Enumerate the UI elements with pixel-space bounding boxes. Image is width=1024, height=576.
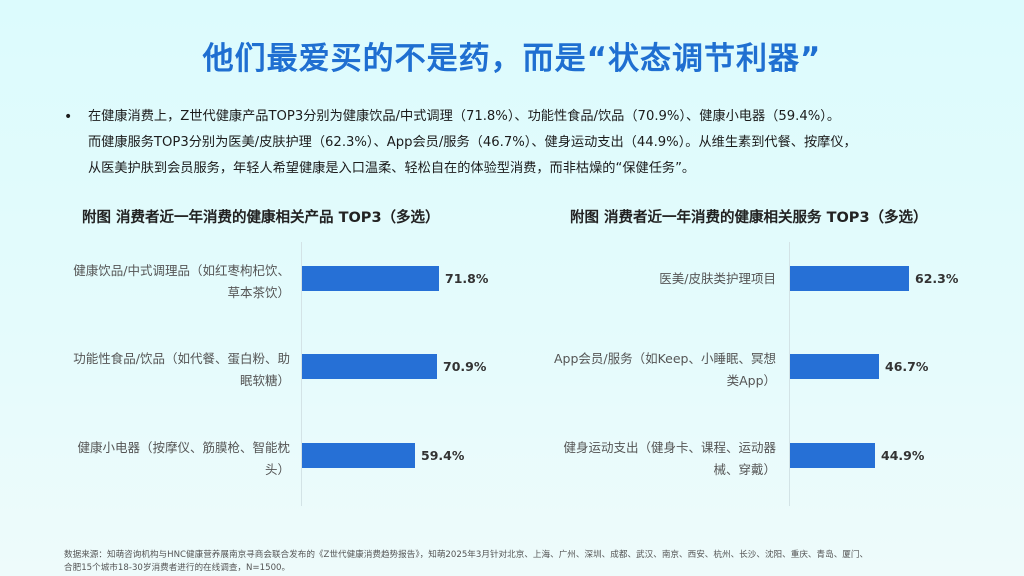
source-line: 合肥15个城市18-30岁消费者进行的在线调查，N=1500。: [64, 562, 291, 573]
value-label: 59.4%: [421, 448, 465, 463]
bar-row: 健康小电器（按摩仪、筋膜枪、智能枕 头） 59.4%: [50, 437, 520, 497]
bar-row: 健身运动支出（健身卡、课程、运动器 械、穿戴） 44.9%: [535, 437, 1005, 497]
chart-title: 附图 消费者近一年消费的健康相关服务 TOP3（多选）: [570, 210, 928, 226]
category-label-line: 健康饮品/中式调理品（如红枣枸杞饮、: [73, 263, 290, 278]
bar: [790, 266, 909, 291]
bar: [302, 354, 437, 379]
value-label: 62.3%: [915, 271, 959, 286]
value-label: 44.9%: [881, 448, 925, 463]
category-label-line: 头）: [264, 462, 290, 477]
category-label-line: 械、穿戴）: [713, 462, 776, 477]
bullet-dot: •: [64, 109, 73, 125]
bar-row: 医美/皮肤类护理项目 62.3%: [535, 260, 1005, 320]
category-label: 健康饮品/中式调理品（如红枣枸杞饮、 草本茶饮）: [55, 260, 290, 304]
value-label: 71.8%: [445, 271, 489, 286]
bar-row: 功能性食品/饮品（如代餐、蛋白粉、助 眠软糖） 70.9%: [50, 348, 520, 408]
category-label-line: 功能性食品/饮品（如代餐、蛋白粉、助: [73, 351, 290, 366]
category-label: 健身运动支出（健身卡、课程、运动器 械、穿戴）: [541, 437, 776, 481]
chart-title: 附图 消费者近一年消费的健康相关产品 TOP3（多选）: [82, 210, 440, 226]
value-label: 46.7%: [885, 359, 929, 374]
bar-row: App会员/服务（如Keep、小睡眠、冥想 类App） 46.7%: [535, 348, 1005, 408]
bar-row: 健康饮品/中式调理品（如红枣枸杞饮、 草本茶饮） 71.8%: [50, 260, 520, 320]
category-label-line: 健身运动支出（健身卡、课程、运动器: [563, 440, 776, 455]
page-title: 他们最爱买的不是药，而是“状态调节利器”: [202, 41, 822, 77]
category-label: App会员/服务（如Keep、小睡眠、冥想 类App）: [541, 348, 776, 392]
chart-axis: [301, 242, 302, 506]
category-label-line: 类App）: [726, 373, 776, 388]
products-bar-chart: 附图 消费者近一年消费的健康相关产品 TOP3（多选） 健康饮品/中式调理品（如…: [50, 206, 520, 506]
category-label: 功能性食品/饮品（如代餐、蛋白粉、助 眠软糖）: [55, 348, 290, 392]
category-label-line: 健康小电器（按摩仪、筋膜枪、智能枕: [77, 440, 290, 455]
bar: [302, 266, 439, 291]
bar: [790, 354, 879, 379]
summary-line: 而健康服务TOP3分别为医美/皮肤护理（62.3%）、App会员/服务（46.7…: [88, 135, 857, 150]
services-bar-chart: 附图 消费者近一年消费的健康相关服务 TOP3（多选） 医美/皮肤类护理项目 6…: [535, 206, 1005, 506]
category-label-line: 眠软糖）: [239, 373, 290, 388]
bar: [790, 443, 875, 468]
data-source-note: 数据来源：知萌咨询机构与HNC健康营养展南京寻商会联合发布的《Z世代健康消费趋势…: [64, 549, 1004, 574]
category-label-line: 草本茶饮）: [227, 285, 290, 300]
summary-line: 在健康消费上，Z世代健康产品TOP3分别为健康饮品/中式调理（71.8%）、功能…: [88, 109, 841, 124]
category-label: 医美/皮肤类护理项目: [541, 266, 776, 291]
category-label-line: 医美/皮肤类护理项目: [659, 271, 776, 286]
value-label: 70.9%: [443, 359, 487, 374]
category-label: 健康小电器（按摩仪、筋膜枪、智能枕 头）: [55, 437, 290, 481]
summary-line: 从医美护肤到会员服务，年轻人希望健康是入口温柔、轻松自在的体验型消费，而非枯燥的…: [88, 161, 696, 176]
summary-bullet: • 在健康消费上，Z世代健康产品TOP3分别为健康饮品/中式调理（71.8%）、…: [64, 104, 984, 182]
bar: [302, 443, 415, 468]
category-label-line: App会员/服务（如Keep、小睡眠、冥想: [553, 351, 776, 366]
chart-axis: [789, 242, 790, 506]
source-line: 数据来源：知萌咨询机构与HNC健康营养展南京寻商会联合发布的《Z世代健康消费趋势…: [64, 550, 869, 560]
